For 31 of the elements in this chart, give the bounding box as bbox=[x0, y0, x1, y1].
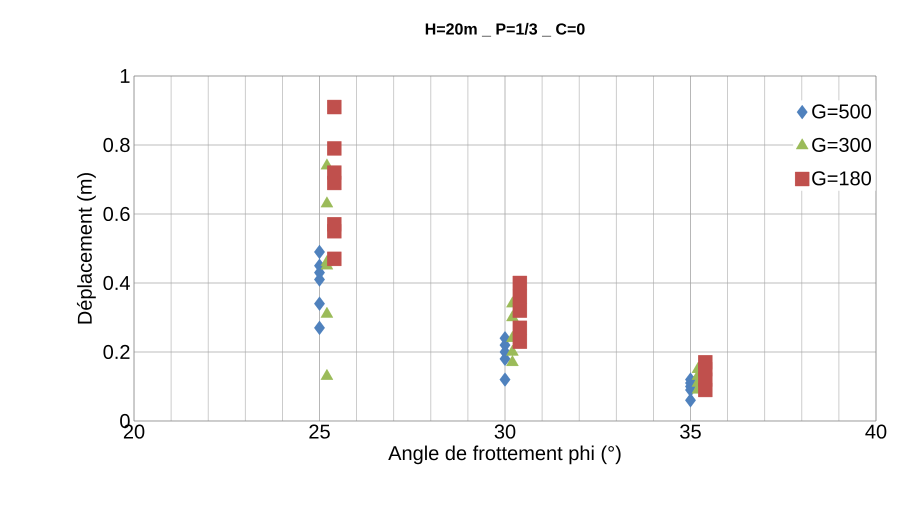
point bbox=[327, 224, 342, 238]
x-axis-title: Angle de frottement phi (°) bbox=[388, 446, 621, 464]
x-tick-label: 40 bbox=[865, 424, 886, 439]
point bbox=[314, 320, 325, 336]
y-axis-title: Déplacement (m) bbox=[76, 173, 96, 324]
y-tick-label: 0.6 bbox=[103, 206, 130, 222]
point bbox=[327, 100, 342, 114]
x-tick-label: 30 bbox=[494, 424, 516, 439]
legend-label: G=180 bbox=[812, 171, 872, 186]
chart-title: H=20m _ P=1/3 _ C=0 bbox=[426, 22, 585, 36]
point bbox=[512, 334, 528, 349]
y-tick-label: 1 bbox=[120, 69, 130, 83]
point bbox=[698, 382, 713, 398]
y-tick-label: 0.4 bbox=[103, 276, 130, 290]
point bbox=[314, 244, 325, 260]
point bbox=[327, 176, 342, 190]
point bbox=[314, 296, 325, 311]
point bbox=[512, 290, 528, 304]
legend-label: G=300 bbox=[812, 138, 872, 152]
legend-label: G=500 bbox=[812, 104, 872, 118]
point bbox=[500, 372, 510, 387]
x-tick-label: 25 bbox=[309, 424, 330, 439]
point bbox=[512, 320, 528, 336]
y-tick-label: 0.8 bbox=[103, 138, 130, 152]
point bbox=[512, 276, 528, 290]
point bbox=[327, 252, 342, 266]
point bbox=[685, 393, 696, 408]
x-tick-label: 35 bbox=[680, 424, 701, 439]
point bbox=[327, 141, 342, 156]
y-tick-label: 0.2 bbox=[103, 344, 130, 360]
point bbox=[512, 303, 528, 318]
